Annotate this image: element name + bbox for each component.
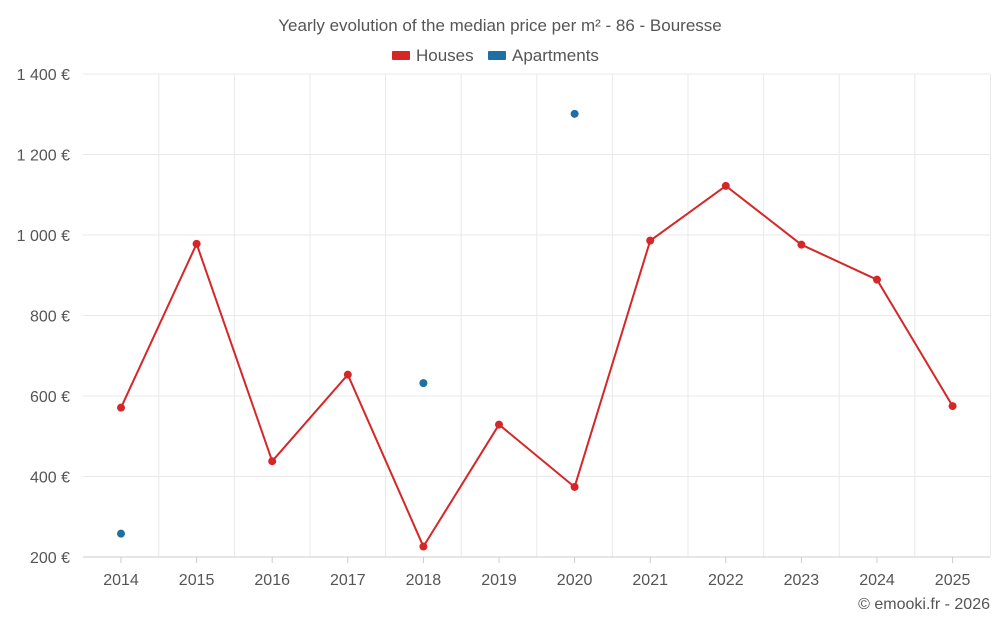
data-point-houses[interactable] <box>268 457 277 466</box>
y-tick-label: 400 € <box>30 470 70 487</box>
legend-swatch-apartments <box>488 51 506 60</box>
y-tick-label: 1 000 € <box>17 228 70 245</box>
y-tick-label: 200 € <box>30 550 70 567</box>
x-tick-label: 2019 <box>481 572 517 589</box>
chart-title: Yearly evolution of the median price per… <box>278 16 722 35</box>
y-tick-label: 1 200 € <box>17 148 70 165</box>
x-tick-label: 2017 <box>330 572 366 589</box>
x-tick-label: 2025 <box>935 572 971 589</box>
data-point-apartments[interactable] <box>419 379 428 388</box>
x-tick-label: 2014 <box>103 572 139 589</box>
data-point-houses[interactable] <box>495 420 503 429</box>
data-point-houses[interactable] <box>797 240 806 249</box>
x-tick-label: 2015 <box>179 572 215 589</box>
data-point-houses[interactable] <box>948 402 957 411</box>
series-line-houses <box>120 184 954 548</box>
legend-item-houses[interactable]: Houses <box>392 46 474 65</box>
grid <box>83 73 991 557</box>
y-tick-label: 1 400 € <box>17 67 70 84</box>
data-point-apartments[interactable] <box>117 529 125 538</box>
data-point-apartments[interactable] <box>570 109 579 118</box>
x-tick-label: 2020 <box>557 572 593 589</box>
x-tick-label: 2022 <box>708 572 744 589</box>
x-tick-label: 2024 <box>859 572 895 589</box>
y-tick-label: 800 € <box>30 309 70 326</box>
legend-label-houses: Houses <box>416 46 474 65</box>
data-point-houses[interactable] <box>419 542 428 551</box>
credit: © emooki.fr - 2026 <box>858 596 990 613</box>
x-tick-label: 2021 <box>632 572 668 589</box>
data-point-houses[interactable] <box>570 482 579 491</box>
data-point-houses[interactable] <box>721 181 730 190</box>
axes: 200 € 400 € 600 € 800 € 1 000 € 1 200 € 1 400 … <box>17 67 990 589</box>
data-point-houses[interactable] <box>873 275 881 284</box>
data-point-houses[interactable] <box>192 239 201 248</box>
x-tick-label: 2016 <box>254 572 290 589</box>
data-point-houses[interactable] <box>343 370 352 379</box>
legend-label-apartments: Apartments <box>512 46 599 65</box>
legend-swatch-houses <box>392 51 410 60</box>
x-tick-label: 2018 <box>406 572 442 589</box>
data-point-houses[interactable] <box>646 236 655 245</box>
data-point-houses[interactable] <box>117 403 125 412</box>
x-tick-label: 2023 <box>784 572 820 589</box>
y-tick-label: 600 € <box>30 389 70 406</box>
legend: Houses Apartments <box>392 46 599 65</box>
series <box>117 109 957 551</box>
legend-item-apartments[interactable]: Apartments <box>488 46 599 65</box>
